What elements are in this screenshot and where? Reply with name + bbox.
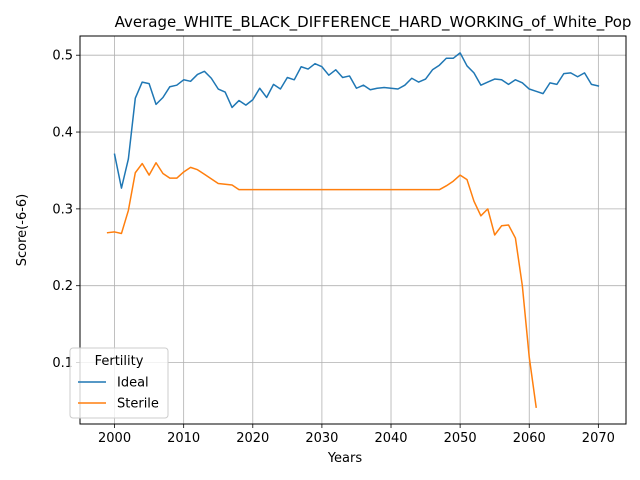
y-tick-label: 0.4: [52, 126, 73, 141]
x-tick-label: 2070: [582, 431, 615, 446]
y-tick-label: 0.2: [52, 279, 73, 294]
chart-title: Average_WHITE_BLACK_DIFFERENCE_HARD_WORK…: [115, 13, 632, 32]
y-tick-label: 0.1: [52, 356, 73, 371]
y-tick-label: 0.5: [52, 49, 73, 64]
legend-items: Ideal Sterile: [78, 376, 159, 412]
y-tick-label: 0.3: [52, 202, 73, 217]
y-axis-label: Score(-6-6): [15, 194, 30, 266]
legend-label-ideal: Ideal: [117, 376, 149, 391]
legend-label-sterile: Sterile: [117, 397, 159, 412]
legend: Fertility Ideal Sterile: [69, 347, 169, 419]
plot-area-frame: [79, 35, 627, 425]
x-axis: 2000 2010 2020 2030 2040 2050 2060 2070: [98, 424, 615, 446]
x-tick-label: 2040: [374, 431, 407, 446]
x-tick-label: 2010: [167, 431, 200, 446]
x-axis-label: Years: [327, 451, 363, 466]
legend-title: Fertility: [95, 354, 144, 369]
y-axis: 0.1 0.2 0.3 0.4 0.5: [52, 49, 80, 371]
x-tick-label: 2030: [305, 431, 338, 446]
series-line-sterile: [106, 162, 537, 408]
x-tick-label: 2060: [513, 431, 546, 446]
legend-box: [69, 347, 169, 419]
series-layer: [106, 52, 600, 408]
x-tick-label: 2050: [444, 431, 477, 446]
x-tick-label: 2020: [236, 431, 269, 446]
x-tick-label: 2000: [98, 431, 131, 446]
series-line-ideal: [113, 52, 600, 189]
